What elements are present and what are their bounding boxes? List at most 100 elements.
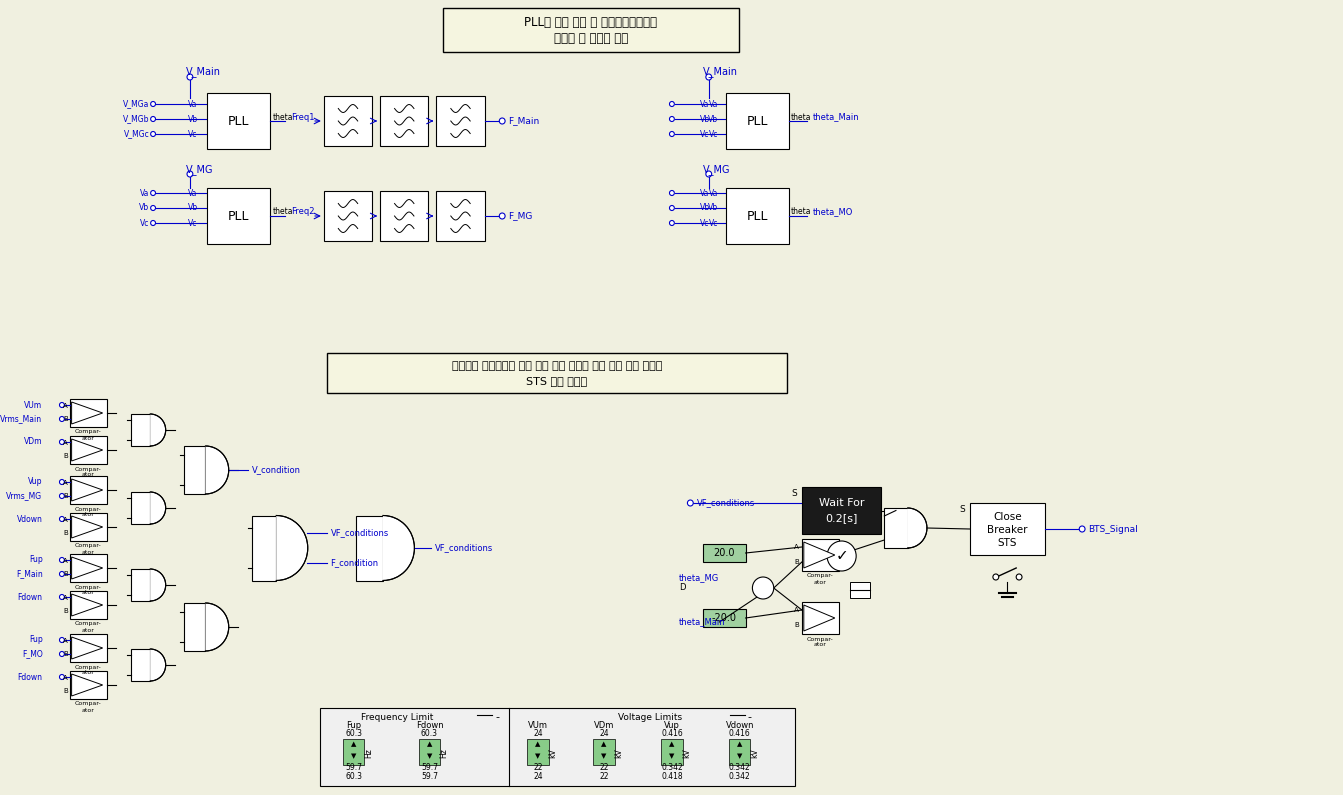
Bar <box>443 8 739 52</box>
Text: theta: theta <box>273 113 293 122</box>
Text: Voltage Limits: Voltage Limits <box>618 712 682 722</box>
Text: ▼: ▼ <box>427 753 432 759</box>
Text: Va: Va <box>709 188 719 197</box>
Polygon shape <box>71 516 102 538</box>
Text: VDm: VDm <box>594 722 614 731</box>
Polygon shape <box>71 674 102 696</box>
Text: -: - <box>748 712 752 722</box>
Circle shape <box>59 595 64 599</box>
Circle shape <box>59 494 64 498</box>
Bar <box>702 544 745 562</box>
Polygon shape <box>71 439 102 461</box>
Text: ator: ator <box>82 472 94 478</box>
Circle shape <box>59 479 64 484</box>
Text: PLL: PLL <box>228 210 250 223</box>
Bar <box>702 609 745 627</box>
Circle shape <box>150 220 156 226</box>
Text: ▲: ▲ <box>737 741 743 747</box>
Text: ator: ator <box>814 580 827 584</box>
Polygon shape <box>71 594 102 616</box>
Text: V_condition: V_condition <box>252 466 301 475</box>
Text: ▼: ▼ <box>602 753 607 759</box>
Polygon shape <box>383 515 415 580</box>
Polygon shape <box>71 637 102 659</box>
Text: ▼: ▼ <box>737 753 743 759</box>
Text: 배전계통 연계기준에 따른 계통 연계 동기화 변수 제한 범위 설정과: 배전계통 연계기준에 따른 계통 연계 동기화 변수 제한 범위 설정과 <box>451 361 662 371</box>
Text: PLL를 통한 계통 및 마이크로그리드의: PLL를 통한 계통 및 마이크로그리드의 <box>524 15 658 29</box>
Text: ator: ator <box>82 436 94 440</box>
Text: Vc: Vc <box>709 219 719 227</box>
Text: ator: ator <box>82 670 94 676</box>
Text: theta: theta <box>791 207 811 216</box>
Text: B: B <box>63 493 67 499</box>
Text: V_MGb: V_MGb <box>122 114 149 123</box>
Text: Fup: Fup <box>28 635 43 645</box>
Text: Hz: Hz <box>439 748 449 758</box>
Text: Vc: Vc <box>709 130 719 138</box>
Text: Close: Close <box>992 512 1022 522</box>
Text: theta: theta <box>273 207 293 216</box>
Bar <box>207 188 270 244</box>
Text: Compar-: Compar- <box>75 506 102 511</box>
Circle shape <box>1017 574 1022 580</box>
Polygon shape <box>205 446 228 494</box>
Text: F_MG: F_MG <box>508 211 532 220</box>
Circle shape <box>187 171 193 177</box>
Text: Compar-: Compar- <box>807 573 834 579</box>
Polygon shape <box>71 479 102 501</box>
Polygon shape <box>150 492 165 524</box>
Circle shape <box>500 118 505 124</box>
Text: V_MGa: V_MGa <box>122 99 149 108</box>
Text: Frequency Limit: Frequency Limit <box>361 712 434 722</box>
Polygon shape <box>804 605 835 631</box>
Text: PLL: PLL <box>228 114 250 127</box>
Text: Vc: Vc <box>140 219 149 227</box>
Circle shape <box>669 117 674 122</box>
Text: 24: 24 <box>533 730 543 739</box>
Text: Va: Va <box>140 188 149 197</box>
Text: ▼: ▼ <box>351 753 356 759</box>
Bar <box>380 96 428 146</box>
Bar <box>184 603 205 651</box>
Circle shape <box>59 440 64 444</box>
Bar <box>184 446 205 494</box>
Text: Fdown: Fdown <box>17 673 43 681</box>
Text: D: D <box>678 584 685 592</box>
Text: Vb: Vb <box>708 204 719 212</box>
Text: Vrms_Main: Vrms_Main <box>0 414 43 424</box>
Text: A: A <box>63 403 67 409</box>
Circle shape <box>59 517 64 522</box>
Text: B: B <box>63 651 67 657</box>
Bar <box>320 708 795 786</box>
Bar <box>324 96 372 146</box>
Bar <box>729 739 751 765</box>
Text: Vup: Vup <box>28 478 43 487</box>
Circle shape <box>1080 526 1085 532</box>
Text: VF_conditions: VF_conditions <box>330 529 388 537</box>
Text: Freq2: Freq2 <box>291 207 314 216</box>
Text: V_Main: V_Main <box>702 67 737 77</box>
Text: B: B <box>63 416 67 422</box>
Text: VF_conditions: VF_conditions <box>435 544 493 553</box>
Circle shape <box>669 220 674 226</box>
Text: Vc: Vc <box>188 219 197 227</box>
Text: V_Main: V_Main <box>187 67 222 77</box>
Circle shape <box>150 205 156 211</box>
Text: ▲: ▲ <box>351 741 356 747</box>
Text: Va: Va <box>709 99 719 108</box>
Text: ator: ator <box>82 591 94 595</box>
Text: ▲: ▲ <box>669 741 674 747</box>
Text: Fdown: Fdown <box>17 592 43 602</box>
Text: VUm: VUm <box>24 401 43 409</box>
Bar <box>970 503 1045 555</box>
Circle shape <box>669 205 674 211</box>
Text: ✓: ✓ <box>835 549 847 564</box>
Text: ▲: ▲ <box>602 741 607 747</box>
Text: Hz: Hz <box>364 748 373 758</box>
Text: theta: theta <box>791 113 811 122</box>
Text: F_MO: F_MO <box>21 650 43 658</box>
Circle shape <box>59 674 64 680</box>
Text: ator: ator <box>82 708 94 712</box>
Bar <box>802 539 839 571</box>
Text: 0.342: 0.342 <box>729 763 751 773</box>
